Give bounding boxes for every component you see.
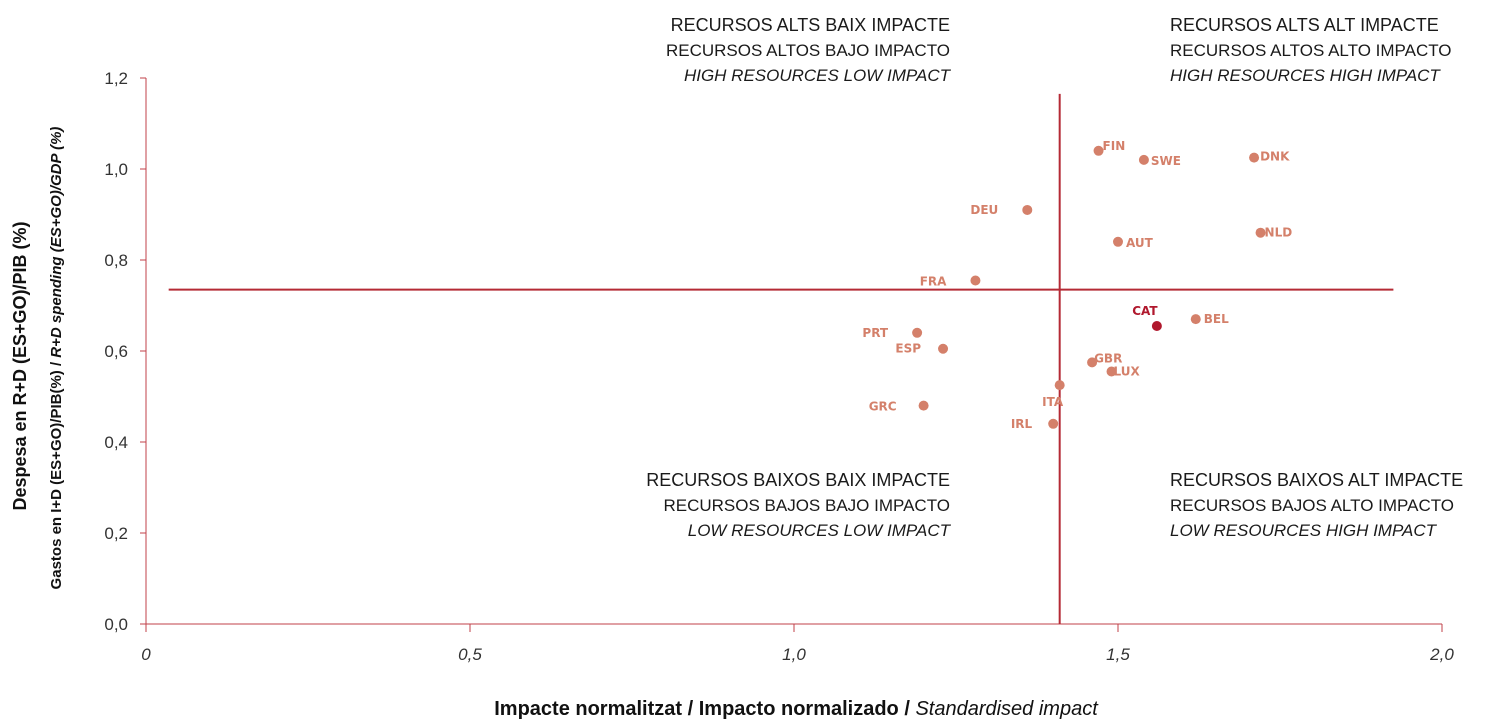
point-label-dnk: DNK: [1260, 150, 1290, 164]
data-point-swe: [1138, 154, 1149, 165]
data-point-esp: [938, 343, 949, 354]
quadrant-label-top-right: RECURSOS ALTS ALT IMPACTE: [1170, 15, 1439, 35]
point-label-cat: CAT: [1132, 304, 1158, 318]
data-point-fin: [1093, 145, 1104, 156]
data-point-deu: [1022, 204, 1033, 215]
quadrant-label-top-right: HIGH RESOURCES HIGH IMPACT: [1170, 66, 1441, 85]
y-tick-label: 1,2: [104, 69, 128, 88]
data-point-bel: [1190, 314, 1201, 325]
data-point-dnk: [1249, 152, 1260, 163]
point-label-irl: IRL: [1011, 417, 1033, 431]
x-axis-label-sep2: /: [899, 698, 916, 720]
x-tick-label: 1,0: [782, 645, 806, 664]
quadrant-label-top-left: RECURSOS ALTOS BAJO IMPACTO: [666, 41, 950, 60]
point-label-gbr: GBR: [1094, 351, 1122, 365]
data-point-ita: [1054, 380, 1065, 391]
x-tick-label: 0: [141, 645, 151, 664]
y-tick-label: 0,2: [104, 524, 128, 543]
point-label-ita: ITA: [1042, 395, 1064, 409]
quadrant-label-bottom-left: RECURSOS BAIXOS BAIX IMPACTE: [646, 470, 950, 490]
y-axis-label-en: R+D spending (ES+GO)/GDP (%): [48, 127, 65, 358]
point-label-aut: AUT: [1126, 236, 1154, 250]
data-point-cat: [1151, 320, 1162, 331]
x-axis-label-sep1: /: [682, 698, 699, 720]
axes: 0,0 0,2 0,4 0,6 0,8 1,0 1,2 0 0,5 1,0 1,5 2,0: [104, 69, 1454, 664]
point-label-fin: FIN: [1103, 139, 1126, 153]
data-point-prt: [912, 327, 923, 338]
x-tick-label: 0,5: [458, 645, 482, 664]
y-tick-label: 0,6: [104, 342, 128, 361]
quadrant-label-bottom-right: RECURSOS BAJOS ALTO IMPACTO: [1170, 496, 1454, 515]
quadrant-label-top-left: RECURSOS ALTS BAIX IMPACTE: [671, 15, 950, 35]
quadrant-label-bottom-left: RECURSOS BAJOS BAJO IMPACTO: [663, 496, 950, 515]
point-label-bel: BEL: [1204, 312, 1229, 326]
y-tick-label: 0,4: [104, 433, 128, 452]
y-tick-label: 0,8: [104, 251, 128, 270]
point-label-esp: ESP: [895, 342, 921, 356]
quadrant-label-top-left: HIGH RESOURCES LOW IMPACT: [684, 66, 952, 85]
data-point-grc: [918, 400, 929, 411]
point-label-fra: FRA: [920, 274, 947, 288]
x-tick-label: 1,5: [1106, 645, 1130, 664]
y-axis-label-es: Gastos en I+D (ES+GO)/PIB(%): [48, 370, 65, 589]
x-tick-label: 2,0: [1429, 645, 1454, 664]
y-axis-label: Despesa en R+D (ES+GO)/PIB (%): [10, 221, 30, 510]
point-label-swe: SWE: [1151, 154, 1181, 168]
point-label-lux: LUX: [1114, 364, 1141, 378]
point-label-deu: DEU: [970, 203, 998, 217]
y-axis-label-secondary: Gastos en I+D (ES+GO)/PIB(%) / R+D spend…: [48, 127, 65, 590]
data-point-fra: [970, 275, 981, 286]
quadrant-label-bottom-left: LOW RESOURCES LOW IMPACT: [688, 521, 952, 540]
y-axis-label-sep: /: [48, 358, 65, 371]
data-point-aut: [1113, 236, 1123, 247]
x-axis-label: Impacte normalitzat / Impacto normalizad…: [494, 698, 1099, 720]
x-axis-label-es: Impacto normalizado: [699, 698, 899, 720]
y-tick-label: 1,0: [104, 160, 128, 179]
x-axis-label-ca: Impacte normalitzat: [494, 698, 682, 720]
quadrant-label-bottom-right: RECURSOS BAIXOS ALT IMPACTE: [1170, 470, 1463, 490]
data-point-irl: [1048, 418, 1059, 429]
quadrant-label-bottom-right: LOW RESOURCES HIGH IMPACT: [1170, 521, 1438, 540]
quadrant-lines: [168, 93, 1394, 624]
y-tick-label: 0,0: [104, 615, 128, 634]
quadrant-label-top-right: RECURSOS ALTOS ALTO IMPACTO: [1170, 41, 1452, 60]
point-label-prt: PRT: [862, 326, 888, 340]
point-label-grc: GRC: [869, 400, 897, 414]
data-point-lux: [1106, 366, 1117, 377]
data-point-gbr: [1087, 357, 1098, 368]
quadrant-labels: RECURSOS ALTS BAIX IMPACTE RECURSOS ALTOS…: [646, 15, 1463, 540]
axis-labels: Despesa en R+D (ES+GO)/PIB (%) Gastos en…: [10, 127, 1099, 720]
x-axis-label-en: Standardised impact: [915, 698, 1099, 720]
point-label-nld: NLD: [1265, 226, 1293, 240]
data-point-nld: [1255, 227, 1266, 238]
